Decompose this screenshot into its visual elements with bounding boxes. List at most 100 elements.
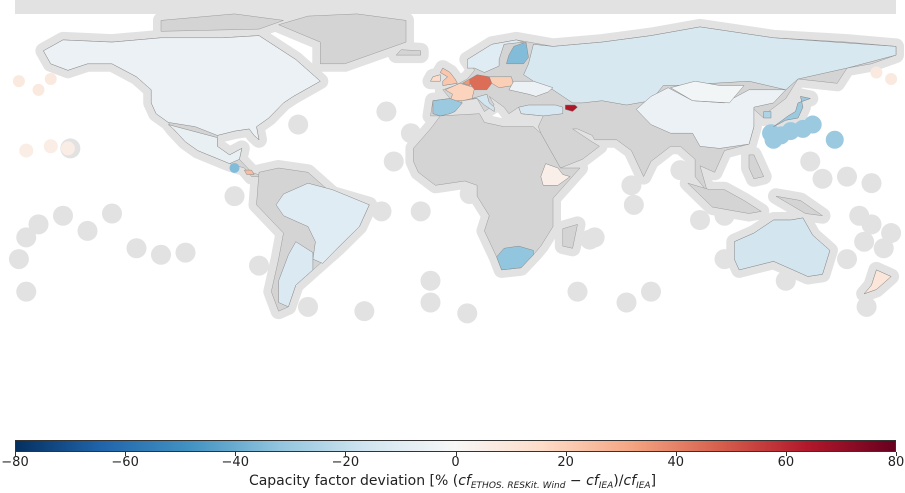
- region-benelux: [462, 78, 470, 86]
- region-germany: [469, 74, 493, 91]
- island-buffer: [410, 201, 431, 222]
- world-map: [8, 0, 904, 324]
- island-buffer: [459, 184, 480, 204]
- region-russia-kazakhstan: [523, 26, 897, 106]
- island-buffer: [77, 220, 98, 241]
- region-scandinavia: [467, 39, 524, 73]
- offshore-deviation-zone: [19, 143, 34, 158]
- land-iceland: [395, 49, 421, 56]
- land-africa: [413, 113, 581, 271]
- offshore-deviation-zone: [60, 141, 75, 156]
- colorbar-tick: [785, 452, 787, 456]
- region-finland: [506, 41, 529, 65]
- island-buffer: [420, 292, 441, 313]
- island-buffer: [8, 249, 29, 270]
- offshore-deviation-zone: [43, 139, 58, 154]
- island-buffer: [288, 114, 309, 135]
- colorbar-tick-label: −40: [221, 455, 249, 470]
- land-arctic: [160, 13, 284, 32]
- island-buffer: [400, 123, 421, 144]
- colorbar-label: Capacity factor deviation [% (cfETHOS. R…: [248, 473, 657, 491]
- region-mongolia: [670, 80, 745, 104]
- colorbar: [15, 440, 896, 452]
- region-azerbaijan: [565, 104, 578, 112]
- region-mexico: [168, 124, 243, 164]
- region-south-africa: [496, 245, 534, 271]
- region-australia: [734, 217, 831, 277]
- island-buffer: [249, 255, 269, 276]
- island-buffer: [616, 292, 637, 313]
- colorbar-tick: [345, 452, 347, 456]
- island-buffer: [800, 151, 821, 172]
- colorbar-tick-label: −20: [331, 455, 360, 470]
- arctic-band: [15, 0, 896, 14]
- island-buffer: [623, 194, 644, 215]
- region-spain: [432, 98, 463, 117]
- region-france: [444, 83, 475, 101]
- island-buffer: [854, 231, 875, 252]
- island-buffer: [457, 303, 478, 324]
- island-buffer: [420, 270, 441, 291]
- offshore-deviation-zone: [825, 130, 844, 149]
- island-buffer: [28, 214, 49, 235]
- island-buffer: [775, 270, 796, 291]
- island-buffer: [873, 238, 894, 259]
- region-ireland: [430, 74, 441, 82]
- offshore-deviation-zone: [44, 72, 57, 85]
- colorbar-tick: [565, 452, 567, 456]
- colorbar-tick: [125, 452, 127, 456]
- island-buffer: [16, 227, 37, 248]
- colorbar-tick: [896, 452, 897, 456]
- island-buffer: [175, 242, 196, 263]
- island-buffer: [690, 210, 710, 231]
- island-buffer: [584, 227, 605, 248]
- island-buffer: [714, 205, 735, 226]
- island-buffer: [371, 201, 392, 222]
- region-japan: [773, 96, 811, 127]
- colorbar-tick-label: −80: [1, 455, 29, 470]
- island-buffer: [714, 249, 735, 270]
- colorbar-tick-label: 80: [887, 455, 905, 470]
- island-buffer: [812, 168, 833, 189]
- island-buffer: [16, 281, 37, 302]
- offshore-deviation-zone: [803, 115, 822, 134]
- colorbar-tick: [675, 452, 677, 456]
- island-buffer: [621, 175, 642, 196]
- deviation-layer: [43, 26, 897, 308]
- island-buffer: [102, 203, 122, 224]
- island-buffer: [298, 296, 318, 317]
- colorbar-tick: [15, 452, 16, 456]
- island-buffer: [670, 160, 691, 181]
- region-poland: [489, 76, 515, 88]
- island-buffer: [53, 205, 73, 226]
- region-north-america: [43, 35, 321, 141]
- region-new-zealand: [863, 269, 892, 295]
- offshore-deviation-zone: [870, 66, 883, 79]
- island-buffer: [376, 101, 397, 122]
- colorbar-tick-label: 20: [557, 455, 574, 470]
- island-buffer: [567, 281, 588, 302]
- colorbar-tick-label: 40: [667, 455, 685, 470]
- region-turkey: [518, 104, 564, 117]
- island-buffer: [641, 281, 661, 302]
- colorbar-tick-label: 0: [451, 455, 460, 470]
- island-buffer: [837, 166, 857, 187]
- region-ethiopia: [540, 163, 571, 186]
- offshore-deviation-zone: [885, 72, 898, 85]
- region-korea: [763, 111, 772, 119]
- island-buffer: [881, 223, 902, 244]
- region-italy: [471, 93, 495, 112]
- land-indonesia: [687, 182, 762, 214]
- land-newguinea: [775, 195, 823, 216]
- island-buffer: [837, 249, 857, 270]
- island-buffer: [354, 301, 375, 322]
- region-uk: [440, 67, 458, 86]
- offshore-deviation-zone: [229, 162, 240, 173]
- land-madagascar: [562, 224, 578, 249]
- colorbar-tick: [455, 452, 457, 456]
- region-argentina: [278, 241, 314, 308]
- offshore-deviation-zone: [12, 75, 25, 88]
- offshore-deviation-zone: [32, 83, 45, 96]
- colorbar-tick: [235, 452, 237, 456]
- land-philippines: [748, 154, 764, 180]
